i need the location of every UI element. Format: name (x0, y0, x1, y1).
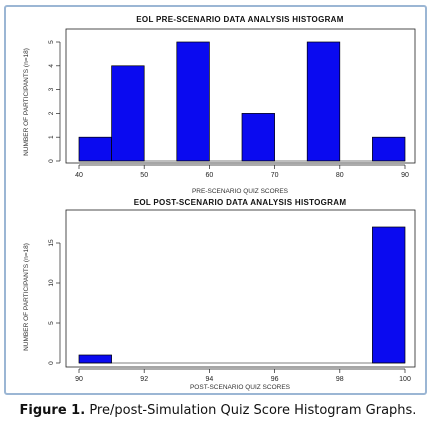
plot-frame (65, 28, 416, 164)
x-tick-label: 60 (206, 172, 214, 179)
x-axis-ticks: 90 92 94 96 98 100 (75, 368, 411, 383)
histogram-bar (111, 65, 145, 162)
histogram-bar (372, 226, 406, 364)
x-tick-label: 50 (140, 172, 148, 179)
bars-group (78, 226, 406, 364)
post-scenario-histogram: EOL POST-SCENARIO DATA ANALYSIS HISTOGRA… (23, 198, 416, 391)
y-axis-label: NUMBER OF PARTICIPANTS (n=18) (23, 48, 30, 156)
x-axis-ticks: 40 50 60 70 80 90 (75, 164, 409, 179)
x-tick-label: 98 (336, 376, 344, 383)
y-tick-label: 0 (48, 361, 55, 365)
x-tick-label: 94 (206, 376, 214, 383)
x-tick-label: 80 (336, 172, 344, 179)
x-axis-label: PRE-SCENARIO QUIZ SCORES (192, 188, 289, 195)
histogram-bar (176, 41, 210, 162)
y-tick-label: 5 (48, 40, 55, 44)
y-tick-label: 4 (48, 64, 55, 68)
chart-title: EOL PRE-SCENARIO DATA ANALYSIS HISTOGRAM (136, 15, 343, 24)
figure-frame: EOL PRE-SCENARIO DATA ANALYSIS HISTOGRAM… (4, 5, 427, 395)
pre-scenario-histogram: EOL PRE-SCENARIO DATA ANALYSIS HISTOGRAM… (23, 15, 416, 195)
bars-group (78, 41, 406, 162)
x-tick-label: 90 (75, 376, 83, 383)
x-tick-label: 90 (401, 172, 409, 179)
x-tick-label: 70 (271, 172, 279, 179)
y-axis-ticks: 0 5 10 15 (48, 239, 61, 365)
histogram-bar (78, 136, 112, 162)
y-tick-label: 0 (48, 159, 55, 163)
x-tick-label: 92 (140, 376, 148, 383)
x-tick-label: 40 (75, 172, 83, 179)
x-tick-label: 96 (271, 376, 279, 383)
y-tick-label: 2 (48, 111, 55, 115)
y-axis-ticks: 0 1 2 3 4 5 (48, 40, 61, 163)
x-axis-label: POST-SCENARIO QUIZ SCORES (190, 384, 291, 391)
histogram-bar (241, 113, 275, 162)
y-tick-label: 3 (48, 87, 55, 91)
y-tick-label: 1 (48, 135, 55, 139)
figure-charts: EOL PRE-SCENARIO DATA ANALYSIS HISTOGRAM… (23, 15, 416, 391)
histogram-bar (78, 354, 112, 364)
histogram-bar (372, 136, 406, 162)
y-axis-label: NUMBER OF PARTICIPANTS (n=18) (23, 243, 30, 351)
y-tick-label: 10 (48, 279, 55, 287)
caption-text: Pre/post-Simulation Quiz Score Histogram… (89, 403, 417, 418)
y-tick-label: 15 (48, 239, 55, 247)
x-tick-label: 100 (399, 376, 411, 383)
figure-caption: Figure 1. Pre/post-Simulation Quiz Score… (0, 403, 436, 418)
caption-label: Figure 1. (19, 403, 86, 418)
chart-title: EOL POST-SCENARIO DATA ANALYSIS HISTOGRA… (134, 198, 347, 207)
histogram-bar (306, 41, 341, 162)
plot-frame (65, 209, 416, 368)
y-tick-label: 5 (48, 321, 55, 325)
